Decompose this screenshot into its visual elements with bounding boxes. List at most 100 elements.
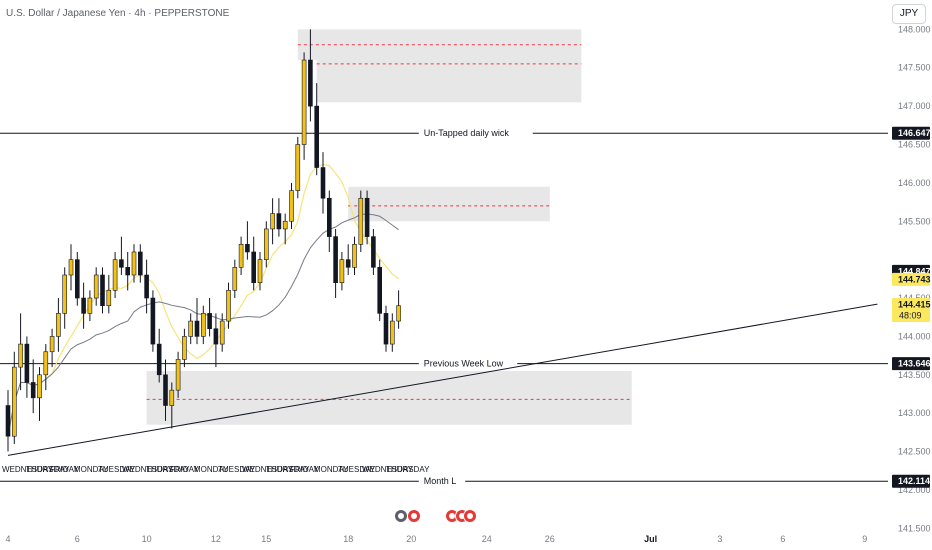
flag-event-icon-inner <box>411 513 417 519</box>
price-tag-value: 144.847 <box>898 266 931 276</box>
y-tick-label: 148.000 <box>898 24 931 34</box>
candle-body <box>326 197 332 237</box>
candle-body <box>352 243 357 268</box>
candle-body <box>93 274 99 299</box>
level-label-bg <box>418 475 466 488</box>
candle-body <box>282 220 288 230</box>
candle-body <box>24 343 30 383</box>
level-label-bg <box>418 357 518 370</box>
level-label: Previous Week Low <box>424 359 504 369</box>
flag-event-icon-inner <box>467 513 473 519</box>
candle-body <box>245 243 250 253</box>
candle-body <box>100 274 105 307</box>
y-tick-label: 144.500 <box>898 293 931 303</box>
candle-body <box>81 297 86 314</box>
y-tick-label: 142.500 <box>898 447 931 457</box>
x-tick-label: 6 <box>75 534 80 544</box>
y-tick-label: 142.000 <box>898 485 931 495</box>
candle-body <box>150 297 156 345</box>
candle-body <box>270 213 275 230</box>
day-label: WEDNESDAY <box>2 465 54 474</box>
price-tag-value: 144.743 <box>898 274 931 284</box>
candle-body <box>75 259 80 299</box>
flag-event-icon-inner <box>449 513 455 519</box>
x-tick-label: 3 <box>717 534 722 544</box>
candle-body <box>5 405 11 437</box>
day-label: FRIDAY <box>290 465 319 474</box>
y-tick-label: 141.500 <box>898 523 931 533</box>
chart-title: U.S. Dollar / Japanese Yen · 4h · PEPPER… <box>6 8 230 19</box>
candle-body <box>276 213 282 230</box>
x-tick-label: 6 <box>780 534 785 544</box>
candle-body <box>320 167 326 199</box>
price-tag-value: 142.114 <box>898 476 930 486</box>
day-label: WEDNESDAY <box>122 465 174 474</box>
currency-button[interactable]: JPY <box>892 4 926 24</box>
price-tag-value: 143.646 <box>898 359 931 369</box>
candle-body <box>226 290 231 322</box>
day-label: THURSDAY <box>266 465 310 474</box>
day-label: FRIDAY <box>170 465 199 474</box>
candle-body <box>383 313 389 345</box>
x-tick-label: 20 <box>406 534 416 544</box>
day-label: THURSDAY <box>146 465 190 474</box>
candle-body <box>201 313 206 337</box>
candle-body <box>345 259 351 268</box>
y-tick-label: 146.500 <box>898 140 931 150</box>
candle-body <box>238 243 244 268</box>
candle-body <box>194 320 200 337</box>
candle-body <box>112 259 118 291</box>
level-label-bg <box>418 127 533 140</box>
candle-body <box>308 59 313 107</box>
y-tick-label: 144.000 <box>898 331 931 341</box>
day-label: WEDNESDAY <box>362 465 414 474</box>
x-tick-label: 15 <box>261 534 271 544</box>
candle-body <box>106 290 112 307</box>
y-tick-label: 147.500 <box>898 63 931 73</box>
candle-body <box>371 236 376 268</box>
candle-body <box>257 259 263 283</box>
x-tick-label: 24 <box>482 534 492 544</box>
y-tick-label: 143.500 <box>898 370 931 380</box>
candle-body <box>37 374 42 399</box>
supply-demand-zone <box>146 370 632 425</box>
candle-body <box>156 343 162 376</box>
day-label: TUESDAY <box>218 465 256 474</box>
candle-body <box>131 251 137 276</box>
flash-event-icon-inner <box>398 513 404 519</box>
y-tick-label: 146.000 <box>898 178 931 188</box>
x-tick-label: Jul <box>644 534 657 544</box>
day-label: THURSDAY <box>386 465 430 474</box>
candle-body <box>396 305 401 322</box>
price-tag <box>892 357 930 371</box>
x-tick-label: 9 <box>862 534 867 544</box>
candle-body <box>56 313 61 337</box>
supply-demand-zone <box>348 186 550 222</box>
candle-body <box>213 328 219 345</box>
x-tick-label: 4 <box>5 534 10 544</box>
candle-body <box>207 313 212 330</box>
candle-body <box>333 236 338 283</box>
candle-body <box>62 274 68 314</box>
moving-average-fast <box>7 164 399 437</box>
candle-body <box>232 267 238 291</box>
day-label: WEDNESDAY <box>242 465 294 474</box>
candle-body <box>144 274 149 299</box>
candle-body <box>219 320 225 345</box>
candle-body <box>182 336 187 360</box>
y-tick-label: 147.000 <box>898 101 931 111</box>
day-label: FRIDAY <box>50 465 79 474</box>
candle-body <box>301 59 307 145</box>
day-label: TUESDAY <box>98 465 136 474</box>
candle-body <box>188 320 193 337</box>
candle-body <box>138 251 143 276</box>
candle-body <box>289 190 294 222</box>
candle-body <box>12 366 17 437</box>
candle-body <box>364 197 370 237</box>
price-tag <box>892 126 930 140</box>
candle-body <box>263 228 269 260</box>
price-tag-value: 144.415 <box>898 300 931 310</box>
day-label: TUESDAY <box>338 465 376 474</box>
candle-body <box>295 144 301 191</box>
